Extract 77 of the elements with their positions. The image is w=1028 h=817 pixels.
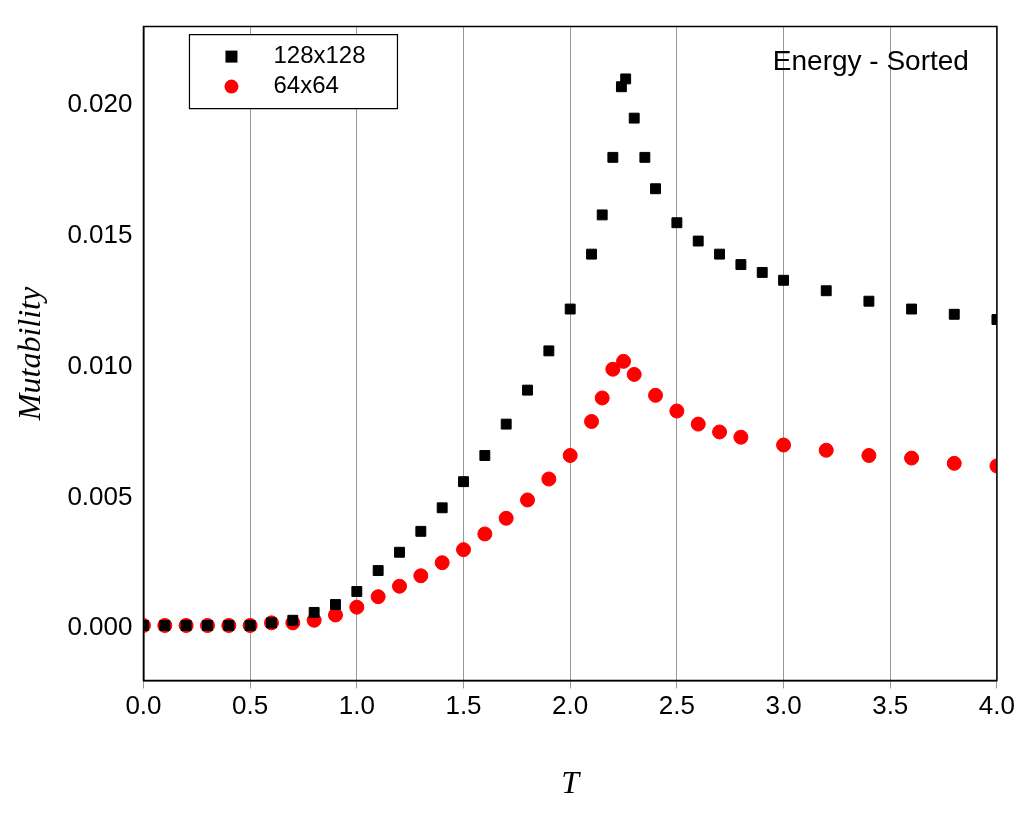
point bbox=[392, 578, 407, 594]
point bbox=[616, 353, 632, 369]
annotation: Energy - Sorted bbox=[772, 45, 969, 77]
point bbox=[605, 361, 621, 377]
point bbox=[904, 450, 920, 466]
legend-label: 64x64 bbox=[273, 71, 339, 99]
y-axis-title: Mutability bbox=[10, 286, 47, 422]
point bbox=[946, 455, 962, 471]
x-tick-label: 2.0 bbox=[552, 690, 589, 721]
point bbox=[639, 151, 651, 163]
point bbox=[648, 387, 664, 403]
point bbox=[370, 589, 386, 605]
point bbox=[778, 274, 790, 286]
point bbox=[434, 555, 450, 571]
point bbox=[714, 248, 725, 260]
point bbox=[756, 266, 768, 278]
legend-label: 128x128 bbox=[273, 41, 366, 69]
point bbox=[477, 526, 493, 542]
point bbox=[498, 510, 514, 526]
point bbox=[863, 295, 875, 307]
point bbox=[735, 259, 747, 271]
point bbox=[594, 390, 610, 406]
point bbox=[620, 73, 632, 85]
point bbox=[330, 599, 341, 611]
point bbox=[584, 414, 600, 429]
y-tick-label: 0.000 bbox=[67, 611, 133, 642]
point bbox=[586, 248, 597, 260]
y-tick-label: 0.005 bbox=[67, 480, 133, 511]
point bbox=[456, 542, 472, 558]
point bbox=[690, 416, 706, 432]
point bbox=[562, 447, 578, 463]
point bbox=[351, 586, 363, 597]
point bbox=[458, 476, 469, 488]
point bbox=[413, 568, 429, 584]
point bbox=[500, 418, 512, 430]
point bbox=[626, 366, 642, 382]
point bbox=[861, 447, 877, 463]
point bbox=[394, 546, 405, 558]
x-tick-label: 3.0 bbox=[765, 690, 802, 721]
point bbox=[818, 442, 834, 458]
y-tick-label: 0.015 bbox=[67, 218, 133, 249]
x-axis-title: T bbox=[561, 764, 582, 801]
point bbox=[820, 285, 832, 297]
x-tick-label: 2.5 bbox=[658, 690, 695, 721]
point bbox=[733, 429, 749, 445]
point bbox=[349, 599, 365, 615]
y-tick-label: 0.020 bbox=[67, 88, 133, 119]
point bbox=[479, 450, 491, 461]
x-tick-label: 0.0 bbox=[125, 690, 162, 721]
point bbox=[671, 217, 683, 229]
point bbox=[564, 303, 576, 315]
point bbox=[308, 606, 320, 618]
y-tick-label: 0.010 bbox=[67, 349, 133, 380]
x-tick-label: 0.5 bbox=[232, 690, 269, 721]
point bbox=[948, 308, 960, 320]
point bbox=[906, 303, 918, 315]
point bbox=[776, 437, 792, 453]
point bbox=[628, 112, 640, 124]
point bbox=[712, 424, 728, 440]
point bbox=[436, 502, 448, 514]
point bbox=[522, 384, 533, 396]
point bbox=[607, 151, 619, 163]
x-tick-label: 4.0 bbox=[978, 690, 1016, 721]
point bbox=[327, 607, 343, 623]
point bbox=[415, 525, 427, 537]
point bbox=[596, 209, 608, 221]
x-tick-label: 3.5 bbox=[872, 690, 909, 721]
x-tick-label: 1.5 bbox=[445, 690, 482, 721]
point bbox=[669, 403, 685, 419]
point bbox=[692, 235, 704, 247]
point bbox=[372, 565, 384, 577]
point bbox=[287, 614, 299, 626]
point bbox=[520, 492, 536, 508]
point bbox=[543, 345, 555, 357]
x-tick-label: 1.0 bbox=[338, 690, 375, 721]
point bbox=[541, 471, 557, 487]
point bbox=[650, 183, 661, 195]
